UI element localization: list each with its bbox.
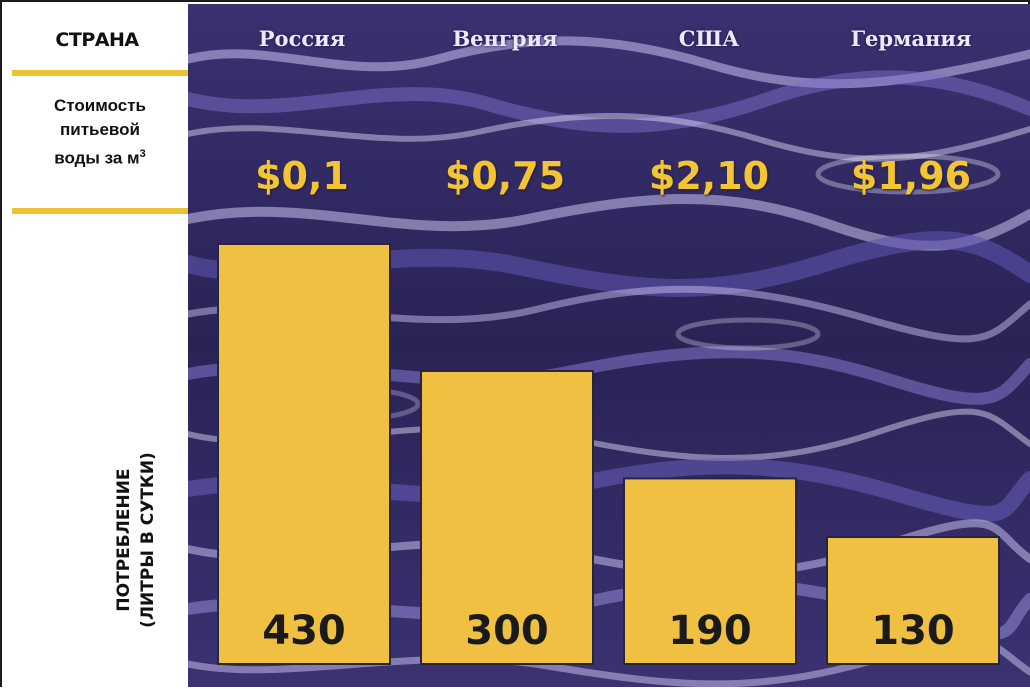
bar-value-label-3: 190 [668,608,752,654]
bar-value-label-2: 300 [465,608,549,654]
price-label-line-3: воды за м3 [20,142,180,171]
bar-chart: 430 300 190 130 [217,243,1000,665]
plot-area: Россия Венгрия США Германия $0,1 $0,75 $… [188,4,1030,687]
price-germany: $1,96 [850,154,972,198]
price-russia: $0,1 [255,154,349,198]
row-header-column: СТРАНА Стоимость питьевой воды за м3 ПОТ… [2,2,188,689]
price-label-line-3-text: воды за м [54,148,140,168]
y-axis-label-line-2: (ЛИТРЫ В СУТКИ) [138,452,158,628]
country-column-label: СТРАНА [55,29,139,51]
y-axis-label: ПОТРЕБЛЕНИЕ (ЛИТРЫ В СУТКИ) [112,410,160,670]
bar-value-label-1: 430 [262,608,346,654]
y-axis-label-line-1: ПОТРЕБЛЕНИЕ [114,468,134,612]
cubic-superscript: 3 [139,148,146,160]
price-label-line-1: Стоимость [54,96,146,115]
bar-1 [217,243,391,665]
bar-4 [826,536,1000,665]
country-label-hungary: Венгрия [452,26,558,51]
header-divider-top [12,70,188,76]
bar-value-label-4: 130 [871,608,955,654]
price-row-label: Стоимость питьевой воды за м3 [20,94,180,171]
country-label-usa: США [678,26,740,51]
country-label-russia: Россия [258,26,346,51]
header-divider-bottom [12,208,188,214]
price-label-line-2: питьевой [59,120,140,139]
country-label-germany: Германия [850,26,972,51]
price-hungary: $0,75 [444,154,566,198]
price-usa: $2,10 [648,154,770,198]
bar-3 [623,477,797,665]
bar-2 [420,369,594,665]
